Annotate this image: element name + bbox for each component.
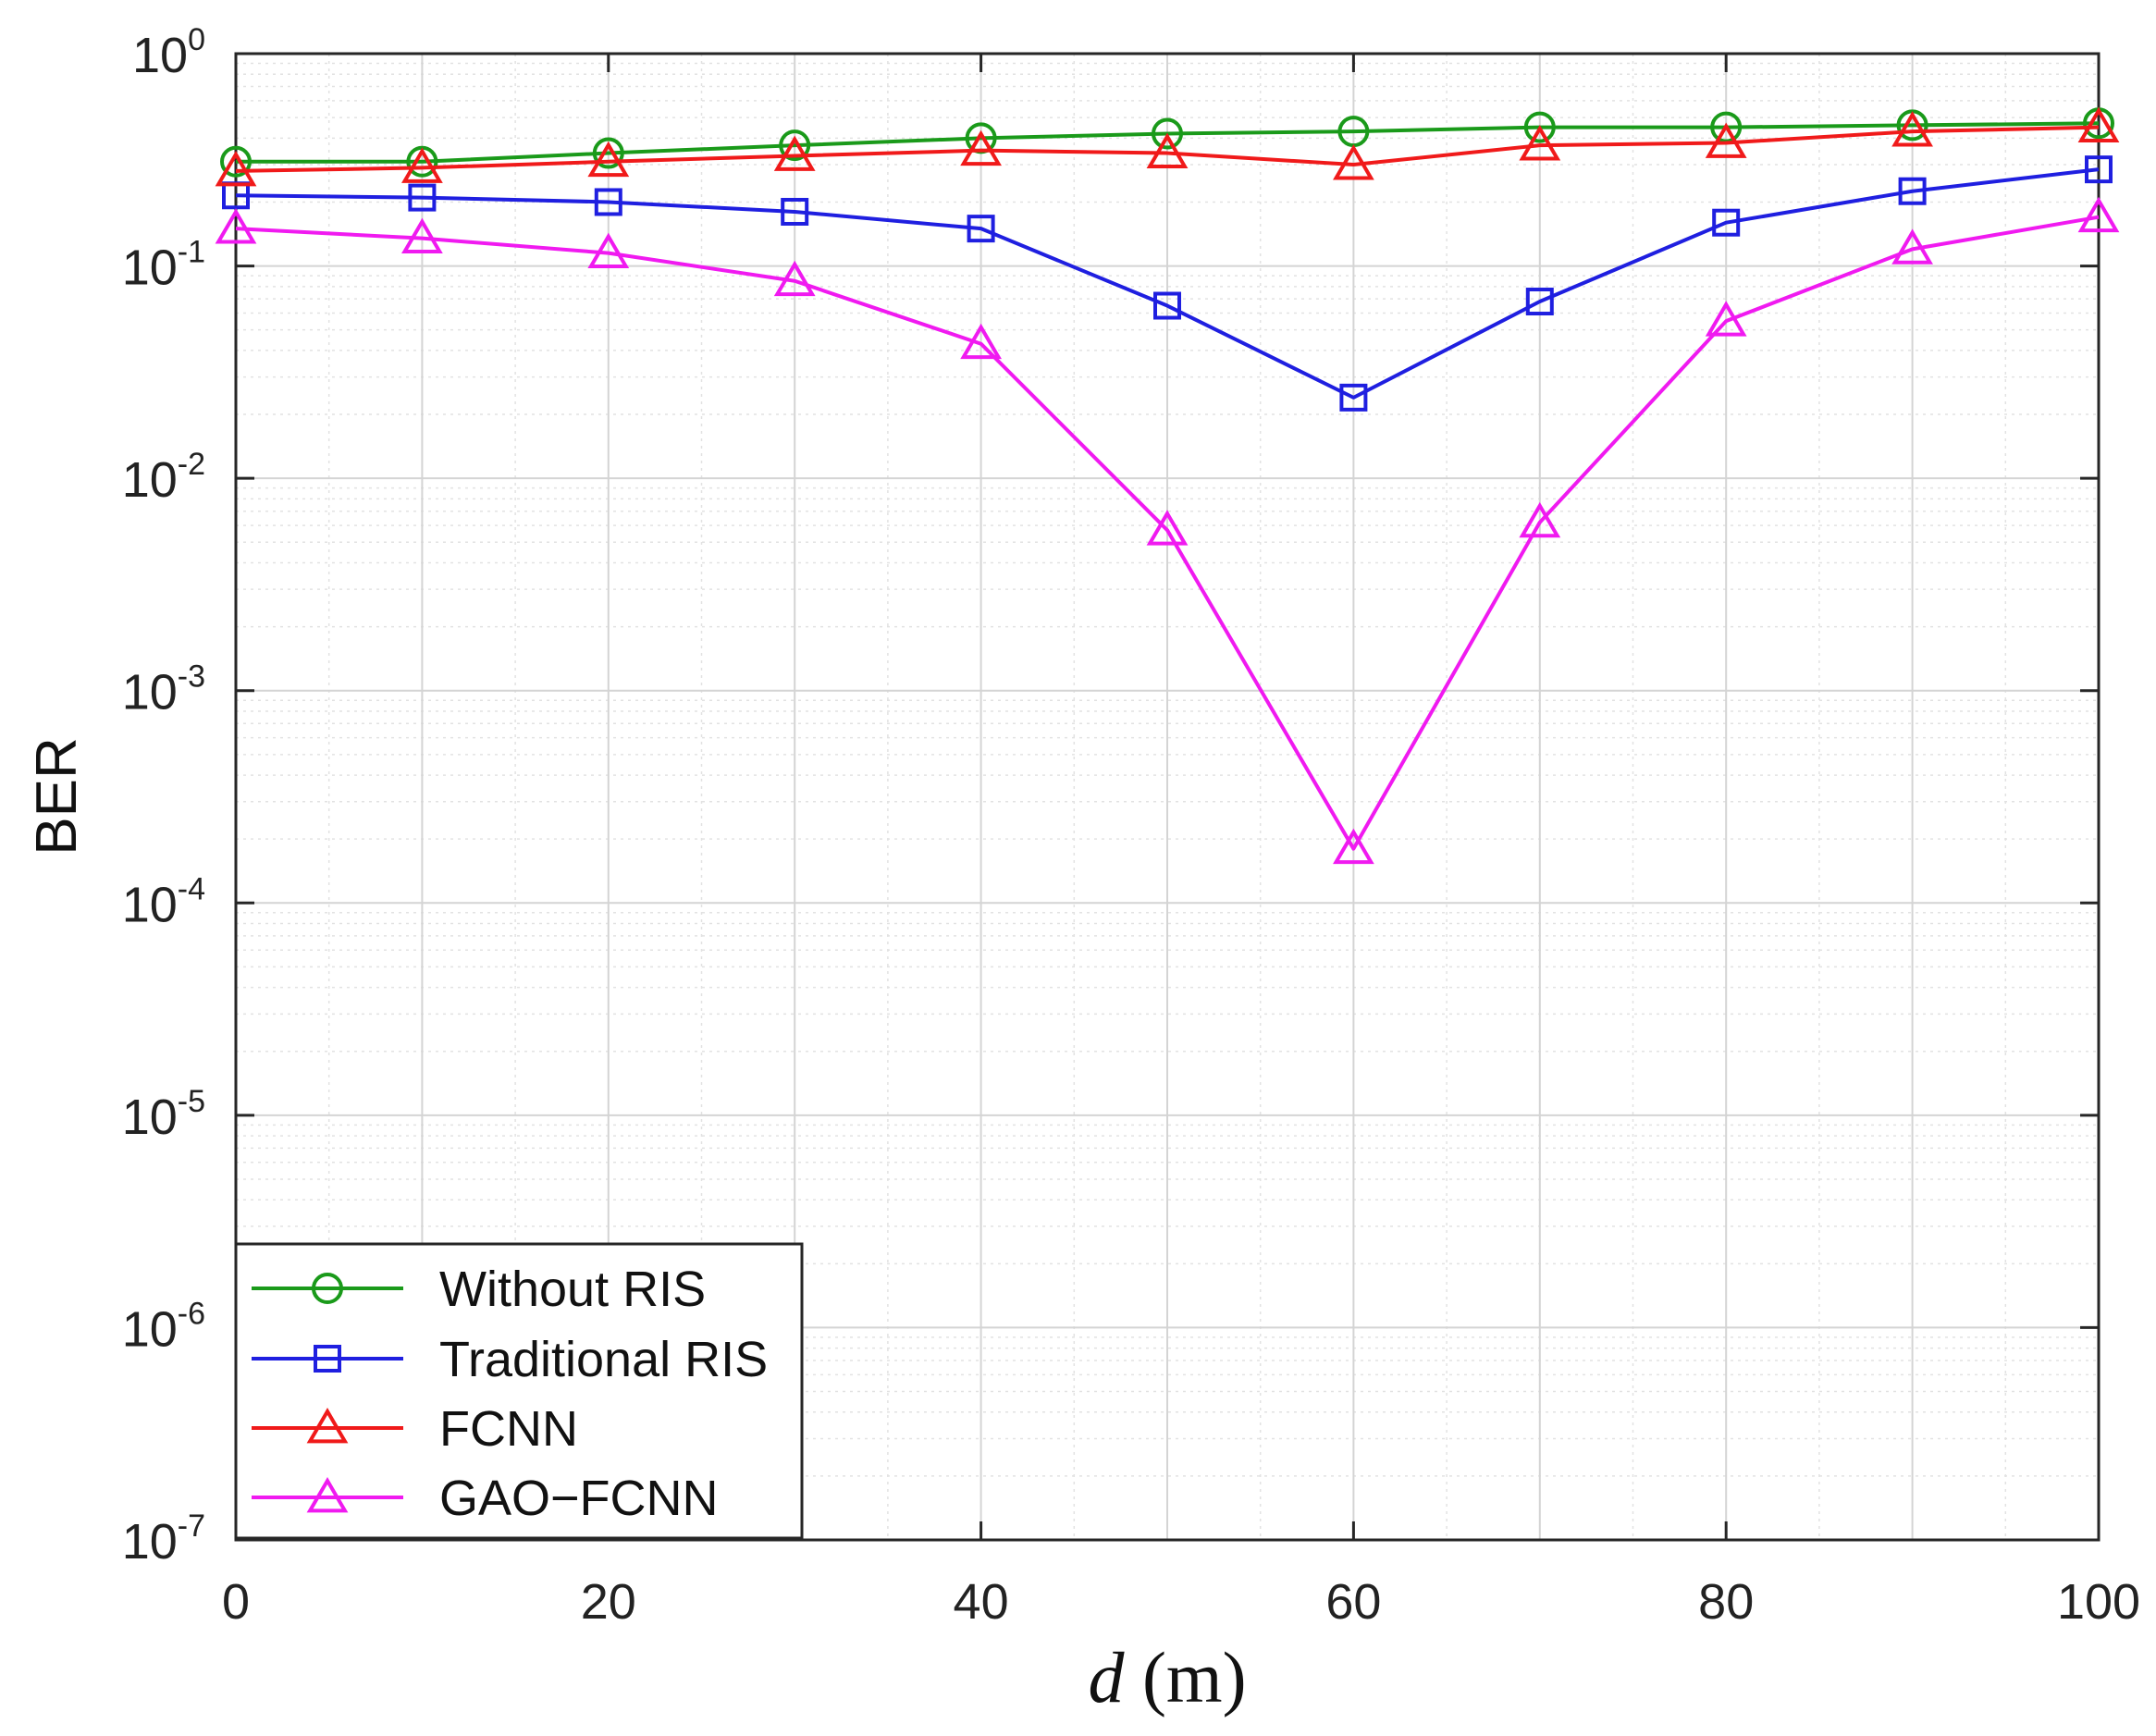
data-point: [1153, 291, 1181, 320]
data-point: [1712, 208, 1741, 237]
y-axis-label: BER: [25, 737, 89, 855]
data-point: [587, 141, 630, 178]
plot-frame: [234, 52, 2101, 1542]
data-point: [1519, 125, 1561, 161]
series-layer: [215, 106, 2120, 865]
data-point: [1705, 301, 1747, 337]
data-point: [1705, 122, 1747, 158]
data-point: [960, 323, 1002, 360]
legend-marker: [312, 1273, 343, 1304]
legend-item: Traditional RIS: [252, 1332, 768, 1387]
data-point: [1891, 111, 1933, 147]
series-1: [222, 155, 2113, 412]
legend-label: Traditional RIS: [439, 1332, 768, 1387]
series-line: [235, 125, 2100, 173]
data-point: [2077, 106, 2120, 143]
data-point: [773, 135, 816, 171]
x-tick-label: 80: [1698, 1574, 1754, 1630]
data-point: [1146, 510, 1189, 546]
data-point: [960, 129, 1002, 166]
legend-label: FCNN: [439, 1401, 578, 1457]
data-point: [779, 129, 811, 162]
data-point: [1523, 111, 1556, 143]
legend-marker: [306, 1477, 349, 1513]
data-point: [1898, 177, 1927, 205]
legend-marker: [314, 1345, 341, 1373]
x-tick-label: 20: [581, 1574, 636, 1630]
data-point: [773, 260, 816, 297]
data-point: [401, 217, 443, 254]
y-tick-label: 10-5: [122, 1084, 205, 1145]
y-tick-label: 10-2: [122, 447, 205, 508]
data-point: [781, 197, 809, 226]
y-tick-label: 10-4: [122, 871, 205, 932]
data-point: [1525, 288, 1554, 316]
data-point: [1519, 501, 1561, 538]
x-tick-label: 100: [2057, 1574, 2140, 1630]
legend-label: Without RIS: [439, 1262, 706, 1317]
data-point: [1891, 228, 1933, 265]
y-tick-label: 100: [132, 22, 205, 83]
legend-item: Without RIS: [252, 1262, 706, 1317]
data-point: [215, 150, 257, 187]
x-axis-label: d (m): [1088, 1637, 1246, 1718]
series-line: [235, 215, 2100, 851]
x-tick-label: 60: [1325, 1574, 1381, 1630]
legend-label: GAO−FCNN: [439, 1471, 719, 1526]
x-tick-label: 40: [954, 1574, 1009, 1630]
x-axis-unit: (m): [1142, 1637, 1247, 1718]
data-point: [1146, 132, 1189, 168]
y-tick-label: 10-3: [122, 659, 205, 720]
data-point: [1333, 828, 1374, 865]
legend-item: FCNN: [252, 1401, 578, 1457]
legend-item: GAO−FCNN: [252, 1471, 719, 1526]
axis-ticks: 0 20 40 60 80 100 100 10-1 10-2 10-3 10-4 10-5 10-6 1…: [122, 22, 2140, 1630]
data-point: [967, 215, 995, 243]
legend: Without RIS Traditional RIS FCNN GAO−FCNN: [234, 1242, 804, 1540]
data-point: [408, 183, 437, 212]
y-tick-label: 10-1: [122, 235, 205, 296]
data-point: [220, 145, 252, 178]
data-point: [2077, 196, 2120, 233]
data-point: [587, 232, 630, 269]
data-point: [1152, 117, 1183, 150]
series-line: [235, 167, 2100, 400]
y-tick-label: 10-6: [122, 1296, 205, 1357]
data-point: [215, 208, 257, 244]
data-point: [1333, 144, 1374, 180]
data-point: [1339, 383, 1368, 412]
x-tick-label: 0: [222, 1574, 250, 1630]
series-2: [215, 106, 2120, 187]
x-axis-variable: d: [1088, 1637, 1125, 1718]
data-point: [592, 137, 624, 169]
series-3: [215, 196, 2120, 865]
legend-marker: [306, 1408, 349, 1444]
data-point: [401, 147, 443, 183]
y-tick-label: 10-7: [122, 1508, 205, 1570]
data-point: [594, 188, 622, 216]
data-point: [2085, 155, 2113, 184]
